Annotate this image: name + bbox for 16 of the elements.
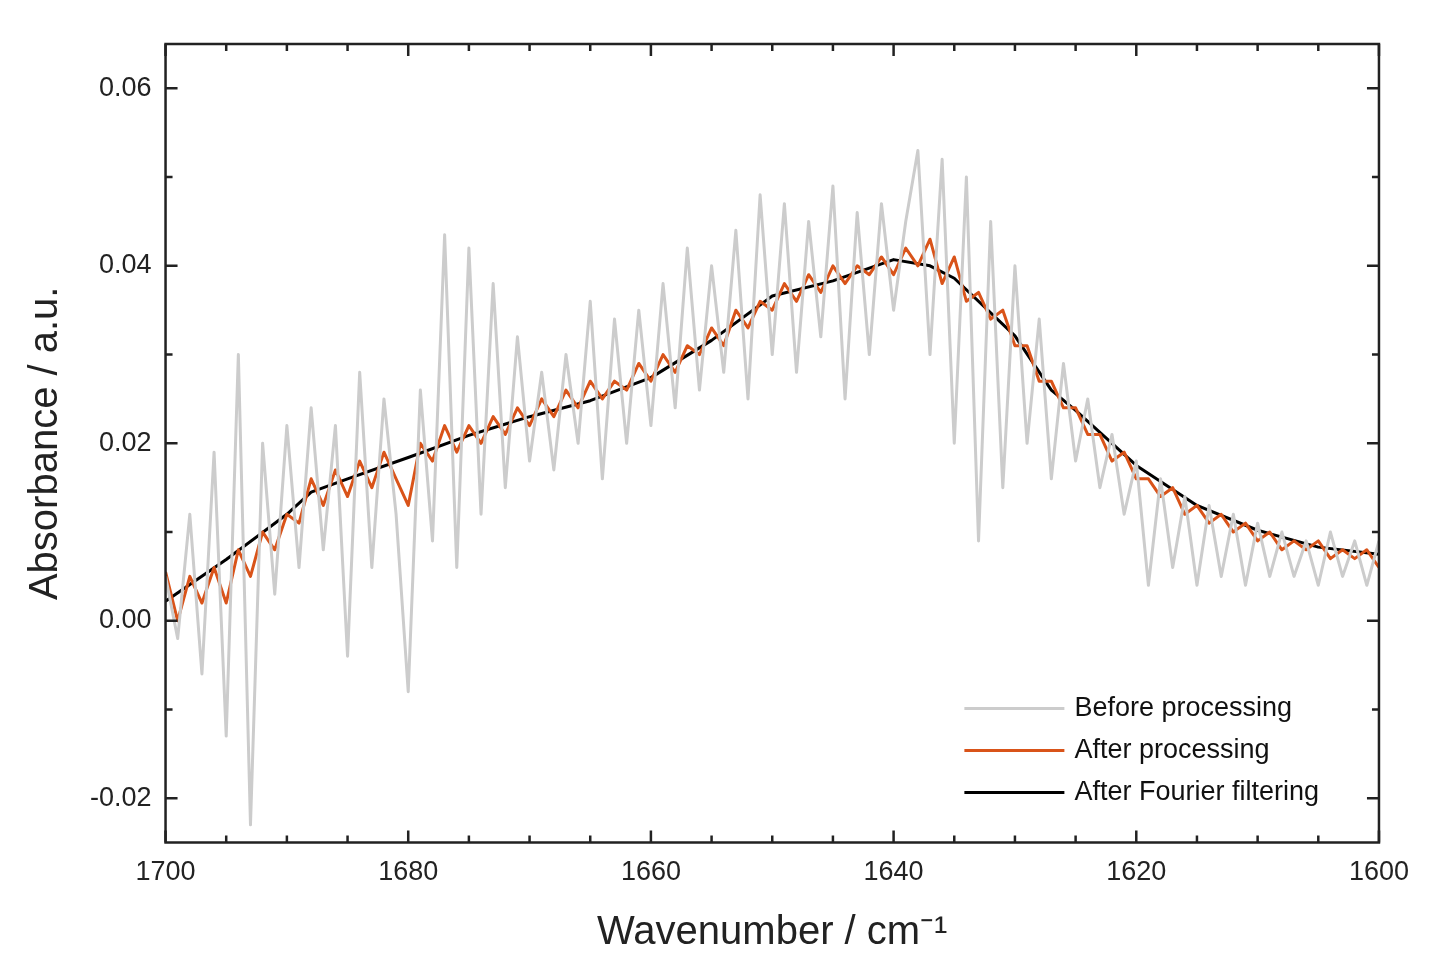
x-tick-label: 1680 xyxy=(378,856,439,887)
x-axis-title: Wavenumber / cm⁻¹ xyxy=(597,908,948,953)
x-tick-label: 1600 xyxy=(1348,856,1410,887)
y-tick-label: 0.06 xyxy=(98,71,152,102)
y-tick-label: 0.02 xyxy=(98,426,152,457)
x-tick-label: 1640 xyxy=(863,856,924,887)
legend-label: After Fourier filtering xyxy=(1074,776,1319,807)
x-tick-label: 1700 xyxy=(135,856,196,887)
x-tick-label: 1620 xyxy=(1106,856,1167,887)
legend-label: Before processing xyxy=(1074,692,1293,723)
x-tick-label: 1660 xyxy=(620,856,681,887)
y-tick-label: 0.04 xyxy=(98,249,152,280)
y-axis-title: Absorbance / a.u. xyxy=(21,286,66,601)
legend-label: After processing xyxy=(1074,734,1270,765)
y-tick-label: 0.00 xyxy=(98,604,152,635)
y-tick-label: -0.02 xyxy=(89,781,152,812)
